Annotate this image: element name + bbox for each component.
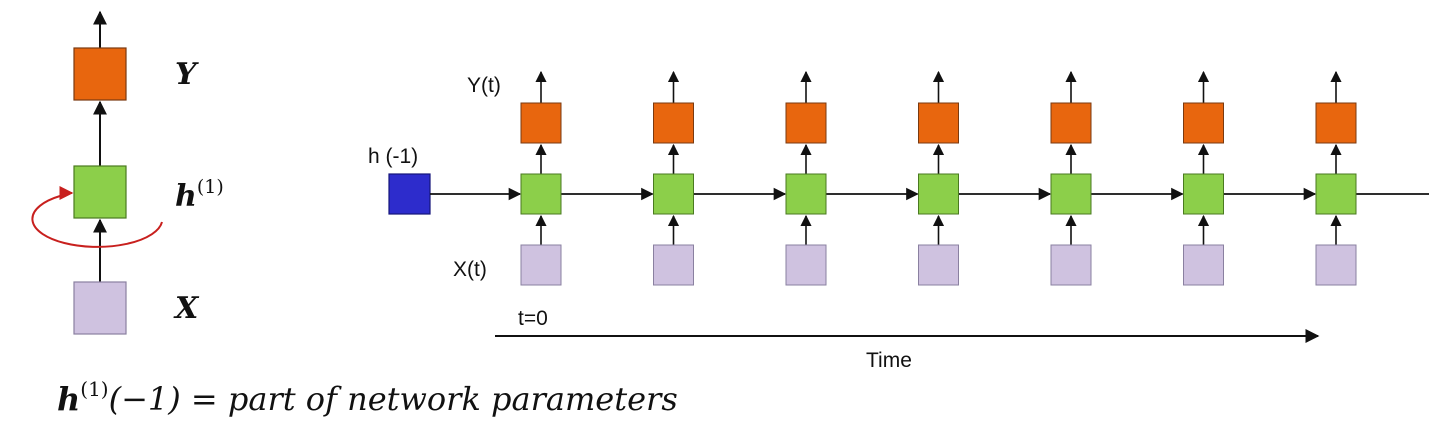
output-box	[918, 102, 959, 144]
hidden-box	[1050, 173, 1092, 215]
input-box	[1183, 244, 1224, 286]
folded-hidden-symbol: h	[175, 179, 197, 214]
hidden-box	[520, 173, 562, 215]
hidden-box	[653, 173, 694, 215]
time-steps	[430, 70, 1429, 286]
time-start-label: t=0	[518, 307, 548, 330]
folded-hidden-box	[73, 165, 127, 219]
folded-input-label: X	[173, 291, 200, 326]
folded-output-box	[73, 47, 127, 101]
output-box	[1183, 102, 1224, 144]
hidden-box	[1315, 173, 1357, 215]
initial-state-box	[388, 173, 431, 215]
recurrent-loop-arrow	[31, 186, 163, 248]
time-axis-label: Time	[866, 349, 912, 372]
caption-superscript: (1)	[80, 377, 108, 401]
caption-text: (−1) = part of network parameters	[109, 380, 678, 418]
unrolled-network: Y(t) h (-1) X(t) t=0 Time	[368, 70, 1429, 372]
folded-hidden-superscript: (1)	[197, 176, 224, 198]
hidden-box	[1183, 173, 1224, 215]
hidden-box	[918, 173, 959, 215]
output-box	[785, 102, 827, 144]
folded-network: Y h(1) X	[31, 10, 224, 335]
caption-symbol: h	[57, 380, 80, 418]
output-box	[653, 102, 694, 144]
hidden-box	[785, 173, 827, 215]
folded-output-label: Y	[175, 57, 199, 92]
folded-hidden-label: h(1)	[175, 176, 224, 214]
input-box	[918, 244, 959, 286]
unrolled-input-label: X(t)	[453, 258, 487, 281]
output-box	[1050, 102, 1092, 144]
input-box	[520, 244, 562, 286]
unrolled-output-label: Y(t)	[467, 74, 501, 97]
initial-state-label: h (-1)	[368, 145, 418, 168]
output-box	[1315, 102, 1357, 144]
input-box	[653, 244, 694, 286]
input-box	[1050, 244, 1092, 286]
folded-input-box	[73, 281, 127, 335]
output-box	[520, 102, 562, 144]
input-box	[785, 244, 827, 286]
input-box	[1315, 244, 1357, 286]
caption: h(1)(−1) = part of network parameters	[57, 377, 678, 418]
